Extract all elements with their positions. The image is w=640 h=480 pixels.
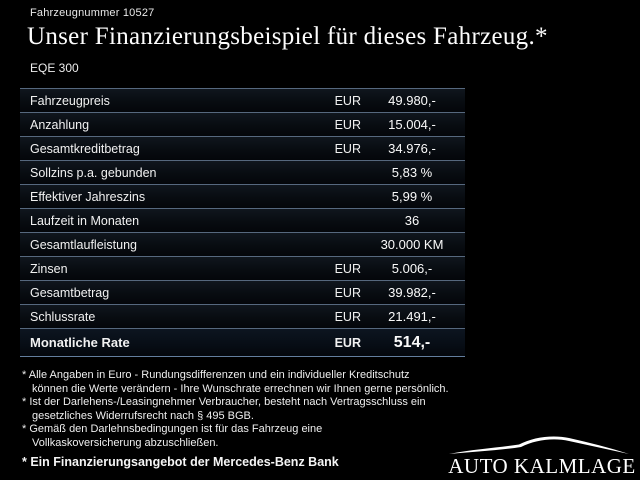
table-row: Monatliche Rate EUR 514,- [20, 329, 465, 357]
row-label: Gesamtkreditbetrag [30, 141, 140, 156]
row-value: 15.004,- [388, 117, 436, 132]
row-value: 30.000 KM [380, 237, 444, 252]
footnote-item: * Ist der Darlehens-/Leasingnehmer Verbr… [22, 396, 426, 422]
footnotes: * Alle Angaben in Euro - Rundungsdiffere… [22, 369, 482, 450]
table-row: Anzahlung EUR 15.004,- [20, 113, 465, 137]
row-currency: EUR [334, 117, 361, 132]
row-value: 21.491,- [388, 309, 436, 324]
row-value: 49.980,- [388, 93, 436, 108]
table-row: Gesamtkreditbetrag EUR 34.976,- [20, 137, 465, 161]
row-currency: EUR [334, 261, 361, 276]
table-row: Sollzins p.a. gebunden 5,83 % [20, 161, 465, 185]
row-currency: EUR [334, 335, 361, 350]
page-title: Unser Finanzierungsbeispiel für dieses F… [27, 23, 548, 50]
table-row: Laufzeit in Monaten 36 [20, 209, 465, 233]
dealer-logo: AUTO KALMLAGE [446, 431, 638, 477]
row-label: Zinsen [30, 261, 68, 276]
row-label: Gesamtbetrag [30, 285, 110, 300]
vehicle-model: EQE 300 [30, 61, 79, 75]
row-currency: EUR [334, 141, 361, 156]
row-label: Gesamtlaufleistung [30, 237, 138, 252]
financing-bank-note: * Ein Finanzierungsangebot der Mercedes-… [22, 455, 339, 469]
row-value: 514,- [393, 333, 431, 351]
vehicle-number: Fahrzeugnummer 10527 [30, 7, 155, 19]
row-value: 34.976,- [388, 141, 436, 156]
table-row: Gesamtbetrag EUR 39.982,- [20, 281, 465, 305]
row-label: Anzahlung [30, 117, 90, 132]
row-label: Monatliche Rate [30, 335, 130, 350]
footnote-item: * Gemäß den Darlehnsbedingungen ist für … [22, 423, 323, 449]
row-currency: EUR [334, 309, 361, 324]
row-label: Sollzins p.a. gebunden [30, 165, 157, 180]
row-currency: EUR [334, 93, 361, 108]
row-label: Fahrzeugpreis [30, 93, 110, 108]
table-row: Gesamtlaufleistung 30.000 KM [20, 233, 465, 257]
row-value: 36 [404, 213, 420, 228]
table-row: Fahrzeugpreis EUR 49.980,- [20, 89, 465, 113]
row-currency: EUR [334, 285, 361, 300]
row-value: 39.982,- [388, 285, 436, 300]
table-row: Zinsen EUR 5.006,- [20, 257, 465, 281]
dealer-logo-text: AUTO KALMLAGE [448, 454, 636, 478]
car-silhouette-icon [449, 436, 629, 454]
table-row: Schlussrate EUR 21.491,- [20, 305, 465, 329]
table-row: Effektiver Jahreszins 5,99 % [20, 185, 465, 209]
row-value: 5.006,- [391, 261, 433, 276]
row-label: Schlussrate [30, 309, 96, 324]
row-label: Effektiver Jahreszins [30, 189, 146, 204]
row-value: 5,83 % [391, 165, 433, 180]
financing-table: Fahrzeugpreis EUR 49.980,- Anzahlung EUR… [20, 88, 465, 357]
footnote-item: * Alle Angaben in Euro - Rundungsdiffere… [22, 369, 449, 395]
row-value: 5,99 % [391, 189, 433, 204]
row-label: Laufzeit in Monaten [30, 213, 140, 228]
